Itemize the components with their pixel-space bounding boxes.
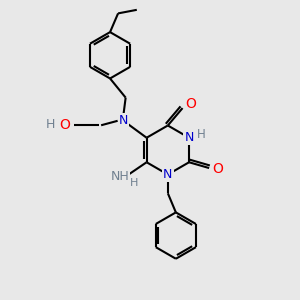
Text: O: O	[59, 118, 70, 132]
Text: N: N	[119, 114, 128, 127]
Text: H: H	[130, 178, 138, 188]
Text: N: N	[163, 168, 172, 181]
Text: O: O	[185, 97, 196, 111]
Text: H: H	[197, 128, 206, 141]
Text: NH: NH	[110, 170, 129, 184]
Text: O: O	[213, 162, 224, 176]
Text: H: H	[46, 118, 55, 131]
Text: N: N	[184, 131, 194, 144]
